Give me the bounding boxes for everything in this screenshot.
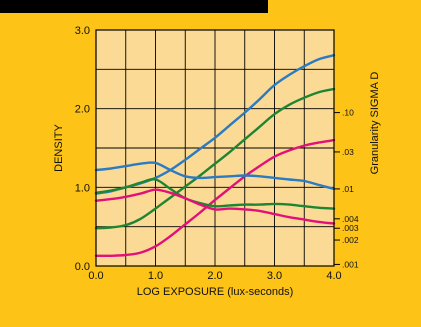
x-tick-label: 2.0 — [207, 270, 222, 282]
right-tick-label: .10 — [342, 108, 354, 118]
right-tick-label: .003 — [342, 223, 359, 233]
right-axis-title: Granularity SIGMA D — [369, 72, 381, 175]
granularity-curve-magenta — [94, 188, 336, 225]
y-axis-title: DENSITY — [53, 124, 65, 172]
series-layer — [94, 54, 336, 258]
granularity-curve-green — [94, 178, 336, 210]
y-tick-label: 2.0 — [75, 104, 90, 116]
y-tick-label: 0.0 — [75, 261, 90, 273]
frame-corner — [0, 0, 268, 13]
x-tick-label: 0.0 — [88, 270, 103, 282]
right-tick-label: .004 — [342, 214, 359, 224]
density-curve-green — [94, 87, 336, 230]
tick-layer: 0.0 1.0 2.0 3.0 4.0 0.0 1.0 2.0 3.0 .10 .03 .01 .004… — [75, 25, 359, 282]
axis-frame-layer — [95, 29, 335, 267]
y-tick-label: 1.0 — [75, 182, 90, 194]
x-tick-label: 3.0 — [267, 270, 282, 282]
x-tick-label: 1.0 — [148, 270, 163, 282]
right-tick-label: .03 — [342, 147, 354, 157]
x-axis-title: LOG EXPOSURE (lux-seconds) — [137, 286, 294, 298]
x-tick-label: 4.0 — [326, 270, 341, 282]
plot-frame — [95, 29, 335, 267]
right-tick-label: .01 — [342, 184, 354, 194]
right-tick-label: .001 — [342, 259, 359, 269]
density-curve-magenta — [94, 138, 336, 258]
granularity-curve-blue — [94, 161, 336, 191]
y-tick-label: 3.0 — [75, 25, 90, 37]
right-tick-label: .002 — [342, 235, 359, 245]
